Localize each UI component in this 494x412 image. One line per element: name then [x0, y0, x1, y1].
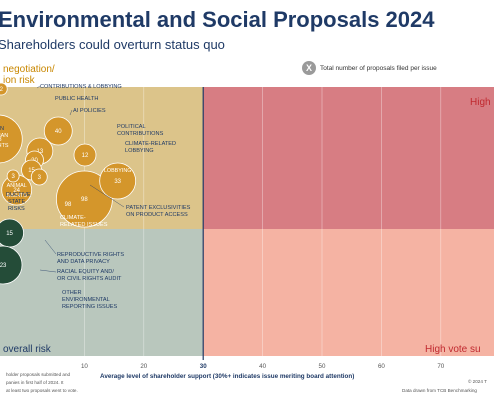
point-label: OR CIVIL RIGHTS AUDIT	[57, 276, 122, 282]
bubble-label: LOBBYING	[104, 168, 132, 174]
quadrant-label-top-right: High	[470, 97, 491, 108]
bubble-value: 24	[13, 188, 20, 194]
bubble	[6, 169, 20, 183]
source-note: Data drawn from TCB Benchmarking	[402, 388, 477, 393]
bubble	[30, 168, 48, 186]
bubble-value: 23	[0, 263, 7, 269]
bubble	[56, 170, 113, 228]
bubble	[0, 114, 23, 164]
footnote-line-2: panies in first half of 2024. It	[6, 380, 64, 385]
chart-title: Environmental and Social Proposals 2024	[0, 7, 435, 32]
x-tick-label: 20	[140, 363, 147, 370]
x-tick-label: 60	[378, 363, 385, 370]
quadrant-label-top-left: ion risk	[3, 75, 36, 86]
bubble-label: RIGHTS	[6, 193, 27, 199]
point-label: RACIAL EQUITY AND/	[57, 269, 114, 275]
leader-line	[69, 109, 73, 116]
point-label: CONTRIBUTIONS	[117, 131, 164, 137]
quadrant-bottom-right	[203, 229, 494, 356]
bubble-label: RIGHTS	[0, 143, 9, 149]
bubble-value: 3	[38, 175, 42, 181]
legend-text: Total number of proposals filed per issu…	[320, 64, 437, 72]
point-label: ON PRODUCT ACCESS	[126, 212, 188, 218]
footnote-line-3: at least two proposals went to vote.	[6, 388, 78, 393]
bubble	[0, 82, 8, 96]
x-tick-label: 30	[200, 363, 207, 370]
bubble	[43, 116, 73, 146]
quadrant-label-bottom-left: overall risk	[3, 344, 52, 355]
partial-label: DUCTIVE	[6, 192, 31, 198]
partial-label: STATE	[8, 199, 25, 205]
point-label: OTHER	[62, 290, 82, 296]
bubble-value: 40	[55, 129, 62, 135]
quadrant-bottom-left	[0, 229, 204, 356]
bubble-value: 38	[0, 137, 2, 143]
quadrant-top-right	[203, 87, 494, 229]
bubble-value: 98	[81, 197, 88, 203]
bubble-label: HUMAN	[0, 133, 8, 139]
point-label: CONTRIBUTIONS & LOBBYING	[40, 84, 122, 90]
leader-line	[44, 239, 57, 255]
x-tick-label: 70	[437, 363, 444, 370]
point-label: POLITICAL	[117, 124, 146, 130]
bubble-value: 3	[11, 174, 15, 180]
leader-line	[39, 269, 57, 273]
point-label: RELATED ISSUES	[60, 222, 108, 228]
bubble-value: 15	[6, 231, 13, 237]
point-label: REPORTING ISSUES	[62, 304, 117, 310]
quadrant-label-bottom-right: High vote su	[425, 344, 481, 355]
x-tick-label: 10	[81, 363, 88, 370]
point-label: PATENT EXCLUSIVITIES	[126, 205, 191, 211]
bubble-value: 13	[37, 149, 44, 155]
bubble-value: 12	[82, 153, 89, 159]
bubble-value: 2	[0, 87, 4, 93]
x-axis-label: Average level of shareholder support (30…	[100, 373, 354, 380]
leader-line	[89, 184, 125, 208]
point-label: PUBLIC HEALTH	[55, 96, 98, 102]
legend-bubble-icon: X	[302, 61, 316, 75]
copyright: © 2024 T	[468, 379, 487, 384]
bubble-value: 98	[65, 202, 72, 208]
bubble-value: 33	[114, 179, 121, 185]
leader-line	[36, 85, 41, 89]
x-tick-label: 40	[259, 363, 266, 370]
partial-label: RISKS	[8, 206, 25, 212]
bubble-value: 15	[28, 168, 35, 174]
bubble	[73, 143, 97, 167]
point-label: AND DATA PRIVACY	[57, 259, 110, 265]
partial-label: N	[0, 126, 4, 132]
chart-subtitle: Shareholders could overturn status quo	[0, 37, 225, 52]
point-label: AI POLICIES	[73, 108, 106, 114]
bubble-label: ANIMAL	[7, 183, 27, 189]
point-label: LOBBYING	[125, 148, 154, 154]
x-tick-label: 50	[319, 363, 326, 370]
bubble	[0, 245, 23, 285]
quadrant-label-top-left: negotiation/	[3, 64, 55, 75]
point-label: CLIMATE-RELATED	[125, 141, 176, 147]
point-label: REPRODUCTIVE RIGHTS	[57, 252, 124, 258]
footnote-line-1: holder proposals submitted and	[6, 372, 71, 377]
legend: X Total number of proposals filed per is…	[302, 61, 437, 75]
point-label: CLIMATE-	[60, 215, 86, 221]
point-label: ENVIRONMENTAL	[62, 297, 110, 303]
bubble	[99, 162, 137, 200]
